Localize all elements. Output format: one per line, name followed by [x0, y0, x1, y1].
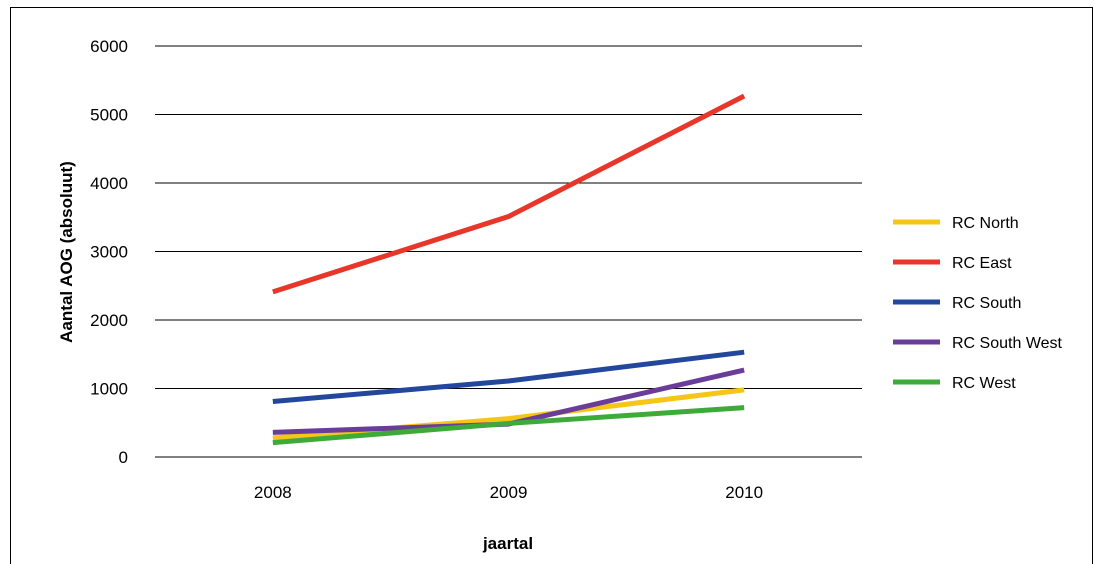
series-line-rc-east — [272, 93, 746, 295]
legend-label-rc-south-west: RC South West — [952, 335, 1063, 352]
series-line-rc-west — [272, 405, 745, 446]
y-tick-label: 6000 — [90, 37, 128, 56]
legend-label-rc-east: RC East — [952, 255, 1012, 272]
y-tick-label: 2000 — [90, 311, 128, 330]
y-axis-title: Aantal AOG (absoluut) — [57, 161, 76, 343]
gridlines — [155, 45, 862, 458]
y-axis-tick-labels: 0 1000 2000 3000 4000 5000 6000 — [90, 37, 128, 467]
series-lines — [272, 93, 746, 446]
legend-label-rc-north: RC North — [952, 215, 1019, 232]
legend: RC North RC East RC South RC South West RC W… — [893, 215, 1063, 392]
series-line-rc-south — [272, 349, 745, 405]
x-tick-label: 2009 — [490, 483, 528, 502]
y-tick-label: 3000 — [90, 243, 128, 262]
y-tick-label: 1000 — [90, 380, 128, 399]
x-axis-tick-labels: 2008 2009 2010 — [254, 483, 763, 502]
legend-label-rc-south: RC South — [952, 295, 1021, 312]
x-tick-label: 2010 — [725, 483, 763, 502]
y-tick-label: 0 — [119, 448, 128, 467]
y-tick-label: 4000 — [90, 174, 128, 193]
y-tick-label: 5000 — [90, 106, 128, 125]
legend-label-rc-west: RC West — [952, 375, 1016, 392]
chart-frame — [10, 7, 1093, 564]
x-tick-label: 2008 — [254, 483, 292, 502]
x-axis-title: jaartal — [482, 534, 533, 553]
